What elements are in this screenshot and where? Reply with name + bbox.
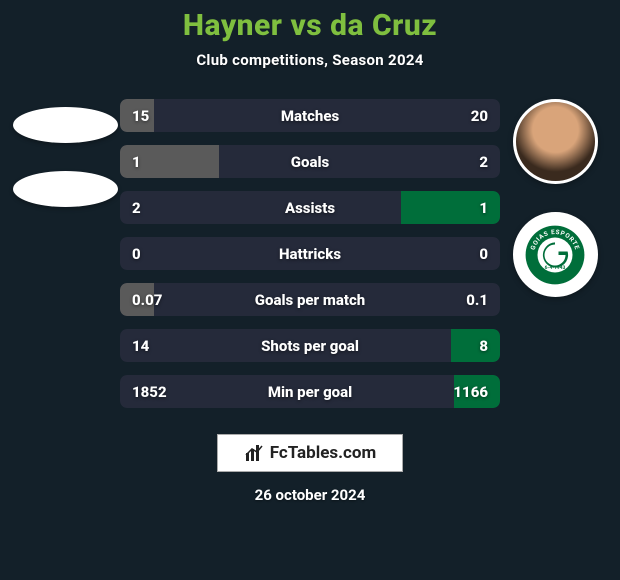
stat-value-left: 14 — [132, 337, 149, 355]
stat-value-right: 1166 — [453, 383, 488, 401]
stat-label: Hattricks — [279, 245, 341, 263]
brand-text: FcTables.com — [270, 443, 376, 463]
stat-value-left: 1 — [132, 153, 141, 171]
stat-value-left: 0.07 — [132, 291, 162, 309]
stat-value-left: 1852 — [132, 383, 167, 401]
bar-fill-right — [451, 329, 500, 362]
stat-bar: 14 8 Shots per goal — [120, 329, 500, 362]
footer: FcTables.com 26 october 2024 — [0, 434, 620, 504]
title-right: da Cruz — [330, 8, 437, 43]
subtitle: Club competitions, Season 2024 — [0, 51, 620, 69]
stat-bar: 1852 1166 Min per goal — [120, 375, 500, 408]
title-vs: vs — [290, 8, 322, 43]
main-row: 15 20 Matches 1 2 Goals 2 1 Assists 0 0 Hattricks 0.… — [0, 99, 620, 408]
stat-value-right: 1 — [479, 199, 488, 217]
stat-value-left: 0 — [132, 245, 141, 263]
team-logo-left — [13, 171, 118, 207]
left-column — [10, 99, 120, 207]
stat-label: Assists — [285, 199, 335, 217]
stat-value-right: 8 — [479, 337, 488, 355]
stat-label: Min per goal — [268, 383, 352, 401]
brand-badge: FcTables.com — [217, 434, 403, 472]
stat-label: Goals — [291, 153, 329, 171]
chart-icon — [244, 443, 264, 463]
stat-value-right: 0.1 — [466, 291, 488, 309]
stat-value-right: 20 — [471, 107, 488, 125]
player-avatar-left — [13, 107, 118, 143]
right-column: GOIAS ESPORTE 6-4-1943 — [500, 99, 610, 297]
stat-bar: 15 20 Matches — [120, 99, 500, 132]
player-avatar-right — [513, 99, 598, 184]
title-left: Hayner — [183, 8, 283, 43]
footer-date: 26 october 2024 — [255, 486, 366, 504]
stat-label: Shots per goal — [261, 337, 359, 355]
stat-value-left: 2 — [132, 199, 141, 217]
stat-label: Goals per match — [255, 291, 365, 309]
stat-value-left: 15 — [132, 107, 149, 125]
stats-column: 15 20 Matches 1 2 Goals 2 1 Assists 0 0 Hattricks 0.… — [120, 99, 500, 408]
stat-bar: 2 1 Assists — [120, 191, 500, 224]
page-title: Hayner vs da Cruz — [0, 8, 620, 43]
stat-bar: 0 0 Hattricks — [120, 237, 500, 270]
stat-bar: 0.07 0.1 Goals per match — [120, 283, 500, 316]
stat-label: Matches — [281, 107, 339, 125]
stat-value-right: 0 — [479, 245, 488, 263]
goias-logo-icon: GOIAS ESPORTE 6-4-1943 — [520, 220, 590, 290]
team-logo-right: GOIAS ESPORTE 6-4-1943 — [513, 212, 598, 297]
stat-value-right: 2 — [479, 153, 488, 171]
content: Hayner vs da Cruz Club competitions, Sea… — [0, 0, 620, 580]
stat-bar: 1 2 Goals — [120, 145, 500, 178]
svg-text:6-4-1943: 6-4-1943 — [545, 265, 566, 271]
